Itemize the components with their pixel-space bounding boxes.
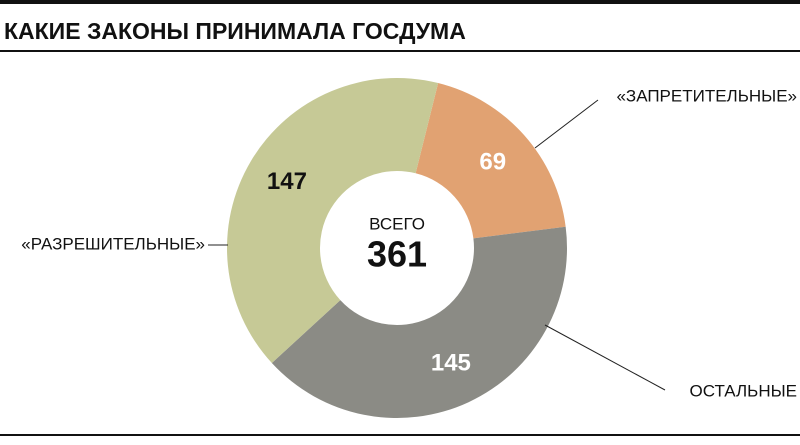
- leader-line: [534, 99, 599, 149]
- donut-slice: [415, 83, 566, 239]
- total-value: 361: [367, 234, 427, 275]
- total-label: ВСЕГО: [369, 214, 425, 233]
- chart-title: КАКИЕ ЗАКОНЫ ПРИНИМАЛА ГОСДУМА: [4, 18, 466, 44]
- category-label: «РАЗРЕШИТЕЛЬНЫЕ»: [21, 234, 205, 253]
- value-label: 147: [267, 168, 307, 195]
- donut-slice: [271, 226, 567, 418]
- value-label: 145: [431, 349, 471, 376]
- donut-slice: [226, 78, 439, 364]
- title-rule: [0, 50, 800, 52]
- top-rule: [0, 0, 800, 4]
- leader-line: [544, 324, 666, 391]
- bottom-rule: [0, 434, 800, 436]
- category-label: «ЗАПРЕТИТЕЛЬНЫЕ»: [616, 86, 797, 105]
- value-label: 69: [479, 148, 506, 175]
- category-label: ОСТАЛЬНЫЕ: [690, 381, 797, 400]
